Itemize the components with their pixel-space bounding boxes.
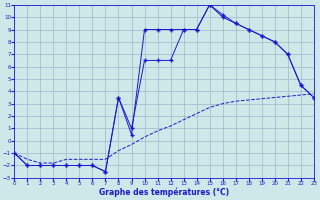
X-axis label: Graphe des températures (°C): Graphe des températures (°C) [99, 188, 229, 197]
